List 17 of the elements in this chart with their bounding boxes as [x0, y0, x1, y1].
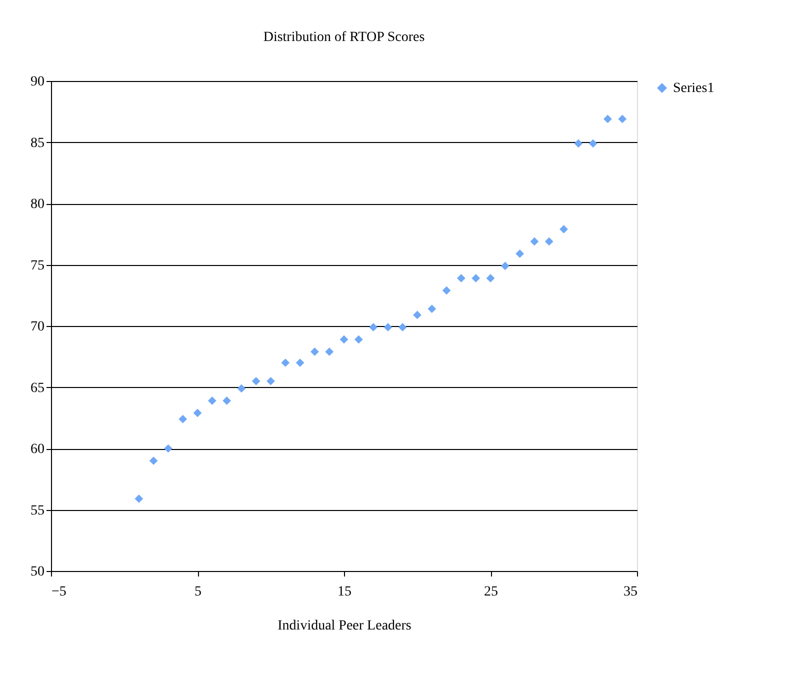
- y-tick-label: 80: [30, 197, 44, 212]
- legend-label: Series1: [673, 81, 714, 96]
- chart-title: Distribution of RTOP Scores: [263, 30, 425, 45]
- y-tick-label: 70: [30, 320, 44, 334]
- y-tick-label: 75: [30, 258, 44, 274]
- x-tick-label: 35: [624, 584, 638, 600]
- x-tick-label: 25: [484, 584, 498, 600]
- y-tick-label: 85: [30, 136, 44, 151]
- y-tick-label: 60: [30, 442, 44, 457]
- y-tick-label: 55: [30, 503, 44, 518]
- x-tick-label: −5: [52, 584, 66, 600]
- x-tick-label: 15: [338, 584, 352, 600]
- y-tick-label: 65: [30, 380, 44, 396]
- x-tick-label: 5: [194, 584, 202, 600]
- x-axis-title: Individual Peer Leaders: [278, 618, 412, 634]
- y-tick-label: 90: [30, 74, 44, 90]
- y-tick-label: 50: [30, 564, 44, 580]
